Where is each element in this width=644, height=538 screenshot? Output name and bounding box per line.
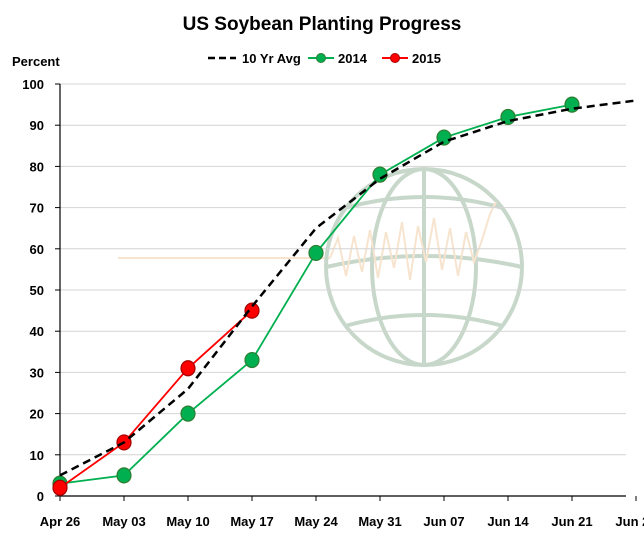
legend: 10 Yr Avg 2014 2015: [208, 51, 441, 66]
data-point: [244, 351, 260, 369]
y-tick-label: 90: [30, 118, 44, 133]
y-axis-ticks: 0 10 20 30 40 50 60 70 80 90 100: [22, 77, 60, 504]
series-10-yr-avg: [59, 99, 637, 477]
data-point: [244, 302, 260, 319]
y-axis-label: Percent: [12, 54, 60, 69]
x-tick-label: May 24: [294, 514, 338, 529]
x-tick-label: May 10: [166, 514, 209, 529]
x-tick-label: May 03: [102, 514, 145, 529]
x-tick-label: May 17: [230, 514, 273, 529]
series-line: [59, 309, 253, 489]
legend-item-10yr-avg: 10 Yr Avg: [208, 51, 301, 66]
x-tick-label: Jun 21: [551, 514, 592, 529]
series-2015: [52, 302, 260, 496]
globe-watermark-icon: [118, 167, 524, 367]
series-line: [59, 99, 637, 477]
legend-item-2015: 2015: [382, 51, 441, 66]
y-tick-label: 60: [30, 242, 44, 257]
data-point: [180, 360, 196, 377]
y-tick-label: 30: [30, 365, 44, 380]
data-point: [116, 467, 132, 484]
y-tick-label: 40: [30, 324, 44, 339]
data-point: [180, 405, 196, 422]
x-tick-label: May 31: [358, 514, 401, 529]
series-layer: [52, 96, 637, 496]
x-axis-ticks: Apr 26 May 03 May 10 May 17 May 24 May 31 Jun …: [40, 496, 644, 529]
data-point: [52, 479, 68, 496]
legend-item-2014: 2014: [308, 51, 368, 66]
y-tick-label: 80: [30, 159, 44, 174]
y-tick-label: 0: [37, 489, 44, 504]
x-tick-label: Apr 26: [40, 514, 80, 529]
legend-label: 10 Yr Avg: [242, 51, 301, 66]
y-tick-label: 70: [30, 201, 44, 216]
data-point: [436, 129, 452, 146]
data-point: [308, 244, 324, 262]
gridlines: [60, 83, 626, 456]
x-tick-label: Jun 28: [615, 514, 644, 529]
y-tick-label: 20: [30, 407, 44, 422]
y-tick-label: 10: [30, 448, 44, 463]
chart-title: US Soybean Planting Progress: [183, 14, 462, 35]
y-tick-label: 50: [30, 283, 44, 298]
legend-label: 2014: [338, 51, 368, 66]
legend-label: 2015: [412, 51, 441, 66]
x-tick-label: Jun 14: [487, 514, 529, 529]
x-tick-label: Jun 07: [423, 514, 464, 529]
y-tick-label: 100: [22, 77, 44, 92]
